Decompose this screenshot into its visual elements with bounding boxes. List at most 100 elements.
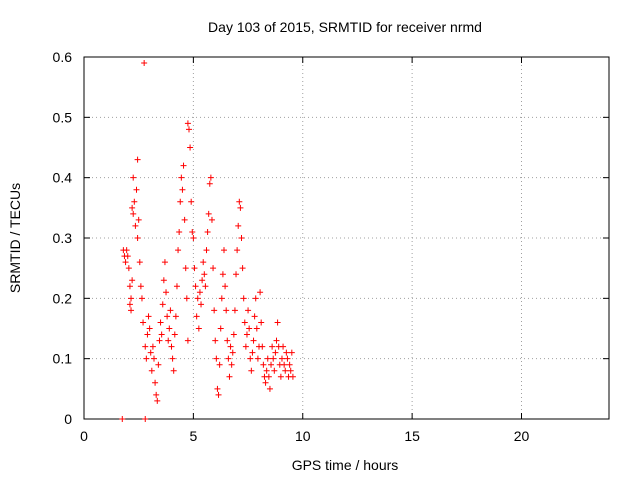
data-point	[165, 337, 172, 344]
data-point	[183, 295, 190, 302]
data-point	[176, 228, 183, 235]
data-point	[166, 325, 173, 332]
data-point	[147, 349, 154, 356]
data-point	[270, 355, 277, 362]
data-point	[259, 343, 266, 350]
data-point	[253, 325, 260, 332]
data-point	[130, 174, 137, 181]
data-point	[219, 271, 226, 278]
data-point	[247, 355, 254, 362]
data-point	[178, 174, 185, 181]
x-tick-label: 10	[295, 428, 311, 444]
data-point	[160, 277, 167, 284]
data-point	[134, 235, 141, 241]
data-point	[203, 247, 210, 254]
data-point	[181, 216, 188, 223]
data-point	[216, 361, 223, 368]
data-point	[265, 373, 272, 380]
data-point	[134, 156, 141, 163]
data-point	[264, 355, 271, 362]
data-point	[187, 144, 194, 151]
data-point	[274, 319, 281, 326]
data-point	[251, 313, 258, 320]
data-point	[268, 361, 275, 368]
data-point	[226, 373, 233, 380]
data-point	[164, 313, 171, 320]
data-point	[128, 307, 135, 314]
x-axis-title: GPS time / hours	[292, 457, 399, 473]
data-point	[249, 349, 256, 356]
data-point	[233, 271, 240, 278]
data-point	[132, 222, 139, 229]
data-point	[135, 216, 142, 223]
data-point	[243, 331, 250, 338]
data-point	[136, 259, 143, 266]
data-point	[235, 222, 242, 229]
data-point	[200, 259, 207, 266]
data-point	[240, 295, 247, 302]
data-point	[224, 337, 231, 344]
data-point	[281, 361, 288, 368]
data-point	[131, 198, 138, 205]
data-point	[171, 331, 178, 338]
y-tick-label: 0.6	[53, 49, 73, 65]
data-point	[188, 198, 195, 205]
data-point	[237, 204, 244, 211]
data-point	[254, 355, 261, 362]
data-point	[227, 343, 234, 350]
data-point	[239, 265, 246, 272]
data-point	[144, 331, 151, 338]
data-point	[156, 337, 163, 344]
data-point	[225, 355, 232, 362]
data-point	[193, 313, 200, 320]
data-point	[242, 343, 249, 350]
data-point	[180, 162, 187, 169]
data-point	[208, 216, 215, 223]
data-point	[213, 355, 220, 362]
data-point	[173, 283, 180, 290]
data-point	[289, 373, 296, 380]
data-point	[273, 337, 280, 344]
data-point	[271, 367, 278, 374]
data-point	[170, 367, 177, 374]
data-point	[159, 301, 166, 308]
data-point	[248, 367, 255, 374]
data-point	[143, 355, 150, 362]
data-point	[125, 265, 132, 272]
data-point	[211, 307, 218, 314]
data-point	[186, 126, 192, 133]
data-point	[217, 325, 224, 332]
data-point	[158, 331, 165, 338]
data-point	[129, 277, 136, 284]
data-point	[288, 349, 295, 356]
data-point	[223, 307, 230, 314]
data-point	[215, 391, 222, 398]
grid	[84, 57, 609, 419]
data-point	[210, 265, 217, 272]
data-point	[126, 283, 133, 290]
data-point	[153, 391, 160, 398]
data-point	[184, 337, 191, 344]
data-point	[205, 210, 212, 217]
data-point	[191, 265, 198, 272]
y-tick-label: 0	[64, 411, 72, 427]
y-tick-label: 0.5	[53, 109, 73, 125]
data-point	[130, 210, 137, 217]
data-point	[214, 385, 221, 392]
data-point	[238, 235, 245, 241]
data-point	[122, 259, 129, 266]
data-point	[168, 343, 175, 350]
data-point	[277, 373, 284, 380]
data-point	[272, 349, 279, 356]
data-point	[222, 283, 229, 290]
data-point	[250, 337, 257, 344]
data-point	[142, 343, 149, 350]
data-point	[241, 319, 248, 326]
y-tick-label: 0.4	[53, 170, 73, 186]
data-point	[133, 186, 140, 193]
data-point	[154, 397, 161, 404]
data-point	[282, 367, 289, 374]
data-point	[194, 295, 201, 302]
data-point	[252, 295, 259, 302]
data-point	[146, 325, 153, 332]
